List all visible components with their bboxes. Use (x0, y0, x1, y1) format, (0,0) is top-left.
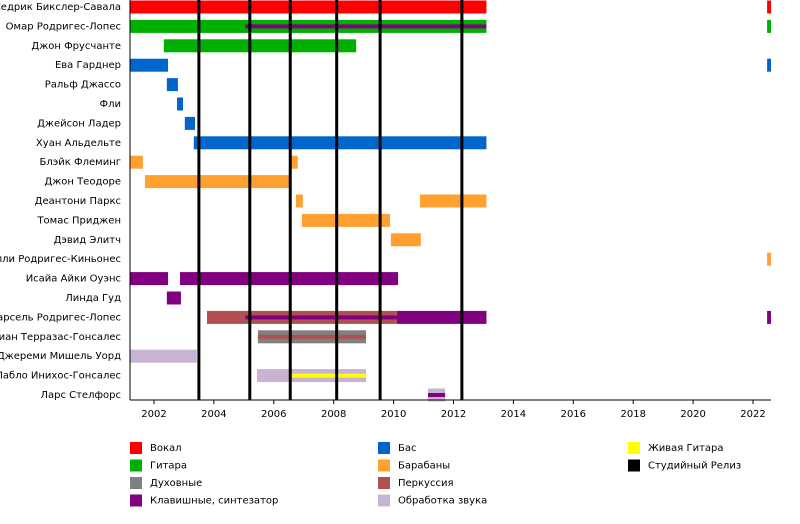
member-label: Ларс Стелфорс (40, 390, 121, 401)
x-tick-label: 2014 (501, 409, 526, 420)
legend-label: Бас (398, 443, 417, 454)
legend-label: Перкуссия (398, 478, 454, 489)
role-bar (767, 58, 771, 72)
member-label: Марсель Родригес-Лопес (0, 312, 121, 323)
legend-swatch (628, 442, 640, 454)
member-label: Исайа Айки Оуэнс (26, 274, 121, 285)
x-tick-label: 2016 (561, 409, 586, 420)
member-label: Седрик Бикслер-Савала (0, 2, 121, 13)
role-bar (295, 194, 303, 208)
legend-swatch (628, 459, 640, 472)
member-label: Пабло Инихос-Гонсалес (0, 371, 121, 382)
role-bar (301, 213, 390, 227)
legend-swatch (378, 494, 390, 507)
x-tick-label: 2006 (261, 409, 286, 420)
role-bar (289, 155, 298, 169)
member-label: Джереми Мишель Уорд (0, 351, 121, 362)
legend-label: Барабаны (398, 461, 450, 472)
legend-swatch (378, 442, 390, 454)
legend-label: Вокал (150, 443, 182, 454)
role-bar (130, 349, 197, 363)
legend-swatch (130, 494, 142, 507)
role-bar (177, 97, 184, 111)
member-label: Хуан Альдельте (36, 138, 121, 149)
legend-label: Духовные (150, 478, 202, 489)
role-bar (166, 291, 181, 305)
member-label: Джон Теодоре (44, 177, 121, 188)
legend-swatch (378, 459, 390, 472)
role-bar (767, 252, 771, 266)
role-bar (163, 39, 357, 53)
legend-swatch (130, 442, 142, 454)
legend-label: Гитара (150, 461, 187, 472)
x-tick-label: 2018 (620, 409, 645, 420)
role-bar (184, 116, 195, 130)
member-label: Ева Гарднер (55, 60, 121, 71)
role-bar (396, 310, 487, 324)
role-bar (130, 155, 143, 169)
x-tick-label: 2022 (740, 409, 765, 420)
x-tick-label: 2002 (141, 409, 166, 420)
role-bar (390, 233, 421, 247)
member-label: Вилли Родригес-Киньонес (0, 254, 121, 265)
x-tick-label: 2020 (680, 409, 705, 420)
legend-swatch (378, 477, 390, 489)
role-bar (245, 24, 487, 29)
role-bar (193, 136, 487, 150)
member-label: Ральф Джассо (45, 80, 121, 91)
role-bar (767, 0, 771, 14)
x-tick-label: 2010 (381, 409, 406, 420)
role-bar (428, 393, 446, 397)
legend-label: Обработка звука (398, 496, 487, 507)
legend-swatch (130, 477, 142, 489)
member-label: Джейсон Ладер (37, 118, 121, 129)
member-label: Фли (100, 99, 122, 110)
role-bar (767, 19, 771, 33)
role-bar (419, 194, 487, 208)
legend-label: Студийный Релиз (648, 461, 741, 472)
role-bar (144, 175, 290, 189)
member-label: Омар Родригес-Лопес (6, 21, 121, 32)
member-label: Дэвид Элитч (54, 235, 121, 246)
legend-swatch (130, 459, 142, 472)
role-bar (130, 272, 169, 286)
member-label: Деантони Паркс (35, 196, 121, 207)
x-tick-label: 2004 (201, 409, 226, 420)
legend-label: Клавишные, синтезатор (150, 496, 278, 507)
member-label: Блэйк Флеминг (40, 157, 121, 168)
member-label: Томас Приджен (36, 215, 121, 226)
member-label: Линда Гуд (65, 293, 121, 304)
role-bar (166, 78, 178, 92)
x-tick-label: 2012 (441, 409, 466, 420)
role-bar (257, 334, 367, 339)
role-bar (767, 310, 771, 324)
x-tick-label: 2008 (321, 409, 346, 420)
role-bar (130, 0, 487, 14)
role-bar (289, 373, 367, 378)
role-bar (130, 58, 169, 72)
role-bar (245, 315, 397, 320)
member-label: Джон Фрусчанте (31, 41, 121, 52)
legend-label: Живая Гитара (648, 443, 724, 454)
member-label: Адриан Терразас-Гонсалес (0, 332, 121, 343)
